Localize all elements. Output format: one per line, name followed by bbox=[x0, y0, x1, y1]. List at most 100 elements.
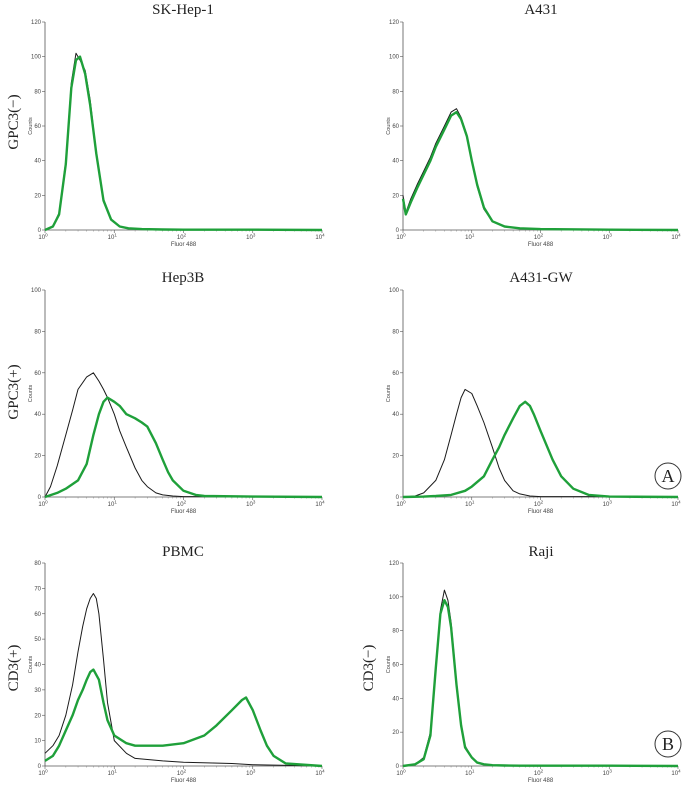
x-axis-label: Fluor 488 bbox=[171, 509, 197, 515]
histogram-panel: Hep3B 0 20 40 60 80 100 100 101 102 103 104 Fluor 48… bbox=[28, 270, 325, 515]
y-tick-label: 60 bbox=[392, 124, 399, 130]
x-tick-label: 100 bbox=[396, 500, 406, 509]
x-tick-label: 104 bbox=[671, 769, 681, 778]
x-tick-label: 103 bbox=[603, 769, 613, 778]
y-tick-label: 0 bbox=[396, 764, 400, 770]
histogram-panel: A431-GW 0 20 40 60 80 100 100 101 102 103 104 Fluor … bbox=[386, 270, 681, 515]
y-tick-label: 80 bbox=[392, 329, 399, 335]
x-tick-label: 101 bbox=[108, 769, 118, 778]
x-tick-label: 104 bbox=[671, 500, 681, 509]
y-tick-label: 120 bbox=[389, 20, 400, 26]
control-histogram-line bbox=[402, 108, 679, 231]
control-histogram-line bbox=[44, 593, 323, 767]
y-tick-label: 70 bbox=[34, 586, 41, 592]
stained-histogram-line bbox=[401, 110, 679, 232]
y-tick-label: 20 bbox=[392, 454, 399, 460]
y-tick-label: 100 bbox=[389, 55, 400, 61]
y-tick-label: 80 bbox=[34, 329, 41, 335]
control-histogram-line bbox=[402, 589, 679, 767]
y-tick-label: 10 bbox=[34, 739, 41, 745]
x-tick-label: 100 bbox=[38, 233, 48, 242]
y-tick-label: 40 bbox=[392, 412, 399, 418]
y-tick-label: 60 bbox=[34, 124, 41, 130]
x-axis-label: Fluor 488 bbox=[171, 242, 197, 248]
panel-title: A431 bbox=[524, 2, 557, 18]
row-label-gpc3-positive: GPC3(+) bbox=[6, 364, 22, 419]
x-tick-label: 100 bbox=[396, 233, 406, 242]
x-axis-label: Fluor 488 bbox=[528, 778, 554, 784]
x-tick-label: 104 bbox=[315, 769, 325, 778]
panel-title: Hep3B bbox=[162, 270, 205, 286]
x-tick-label: 103 bbox=[246, 769, 256, 778]
y-tick-label: 60 bbox=[392, 663, 399, 669]
y-tick-label: 80 bbox=[34, 89, 41, 95]
stained-histogram-line bbox=[402, 400, 679, 499]
y-tick-label: 0 bbox=[38, 495, 42, 501]
y-tick-label: 100 bbox=[31, 55, 42, 61]
x-tick-label: 104 bbox=[315, 500, 325, 509]
y-tick-label: 0 bbox=[38, 764, 42, 770]
y-tick-label: 40 bbox=[34, 663, 41, 669]
y-tick-label: 40 bbox=[392, 159, 399, 165]
y-tick-label: 30 bbox=[34, 688, 41, 694]
x-tick-label: 102 bbox=[177, 233, 187, 242]
y-tick-label: 40 bbox=[34, 412, 41, 418]
y-tick-label: 40 bbox=[34, 159, 41, 165]
panel-title: PBMC bbox=[162, 544, 204, 560]
badge-b-label: B bbox=[662, 734, 674, 754]
x-tick-label: 102 bbox=[534, 500, 544, 509]
x-tick-label: 104 bbox=[315, 233, 325, 242]
x-tick-label: 104 bbox=[671, 233, 681, 242]
histogram-panel: Raji 0 20 40 60 80 100 120 100 101 102 103 104 Fluor … bbox=[386, 544, 681, 784]
histogram-panel: A431 0 20 40 60 80 100 120 100 101 102 103 104 Fluor … bbox=[386, 2, 681, 248]
y-tick-label: 20 bbox=[34, 713, 41, 719]
x-tick-label: 101 bbox=[465, 233, 475, 242]
x-tick-label: 103 bbox=[603, 500, 613, 509]
x-tick-label: 102 bbox=[177, 500, 187, 509]
panel-title: Raji bbox=[529, 544, 554, 560]
y-tick-label: 40 bbox=[392, 696, 399, 702]
row-label-cd3-negative: CD3(−) bbox=[361, 645, 377, 692]
y-tick-label: 80 bbox=[392, 89, 399, 95]
y-tick-label: 120 bbox=[31, 20, 42, 26]
x-tick-label: 101 bbox=[108, 500, 118, 509]
y-tick-label: 20 bbox=[34, 454, 41, 460]
x-tick-label: 100 bbox=[396, 769, 406, 778]
x-axis-label: Fluor 488 bbox=[528, 242, 554, 248]
panel-title: SK-Hep-1 bbox=[152, 2, 214, 18]
stained-histogram-line bbox=[44, 396, 323, 499]
y-tick-label: 100 bbox=[389, 595, 400, 601]
control-histogram-line bbox=[402, 388, 679, 498]
y-axis-label: Counts bbox=[386, 117, 392, 135]
x-axis-label: Fluor 488 bbox=[171, 778, 197, 784]
y-tick-label: 50 bbox=[34, 637, 41, 643]
y-tick-label: 0 bbox=[38, 228, 42, 234]
y-tick-label: 80 bbox=[392, 629, 399, 635]
histogram-panel: SK-Hep-1 0 20 40 60 80 100 120 100 101 102 103 104 Fl… bbox=[28, 2, 325, 248]
x-tick-label: 103 bbox=[603, 233, 613, 242]
x-tick-label: 102 bbox=[534, 769, 544, 778]
x-tick-label: 102 bbox=[177, 769, 187, 778]
row-label-cd3-positive: CD3(+) bbox=[6, 645, 22, 692]
y-axis-label: Counts bbox=[386, 385, 392, 403]
x-tick-label: 103 bbox=[246, 500, 256, 509]
histogram-panel: PBMC 0 10 20 30 40 50 60 70 80 100 101 102 103 104 Fluo… bbox=[28, 544, 325, 784]
x-axis-label: Fluor 488 bbox=[528, 509, 554, 515]
y-tick-label: 80 bbox=[34, 561, 41, 567]
stained-histogram-line bbox=[402, 599, 679, 768]
y-tick-label: 0 bbox=[396, 495, 400, 501]
badge-b: B bbox=[654, 730, 682, 758]
x-tick-label: 100 bbox=[38, 500, 48, 509]
badge-a: A bbox=[654, 462, 682, 490]
row-label-gpc3-negative: GPC3(−) bbox=[6, 94, 22, 149]
y-axis-label: Counts bbox=[28, 385, 34, 403]
y-tick-label: 60 bbox=[34, 371, 41, 377]
x-tick-label: 101 bbox=[108, 233, 118, 242]
x-tick-label: 101 bbox=[465, 500, 475, 509]
y-tick-label: 60 bbox=[34, 612, 41, 618]
badge-a-label: A bbox=[662, 466, 675, 486]
y-tick-label: 120 bbox=[389, 561, 400, 567]
panel-title: A431-GW bbox=[509, 270, 573, 286]
y-axis-label: Counts bbox=[386, 656, 392, 674]
